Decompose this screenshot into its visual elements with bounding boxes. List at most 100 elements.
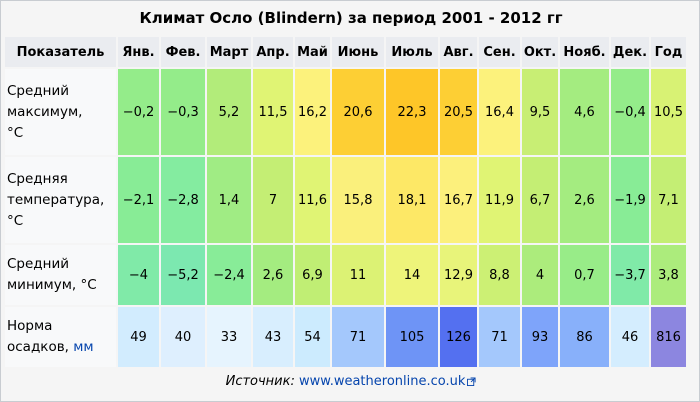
data-row: Средний минимум, °C −4 −5,2 −2,4 2,6 6,9 11 14 12… bbox=[5, 245, 686, 305]
value-cell: −2,1 bbox=[118, 157, 159, 243]
value-cell: 22,3 bbox=[386, 69, 438, 155]
value-cell: 40 bbox=[161, 307, 205, 367]
data-row: Средний максимум, °C −0,2 −0,3 5,2 11,5 16,2 20,… bbox=[5, 69, 686, 155]
row-label-text: Средний bbox=[7, 82, 70, 99]
value-cell: −1,9 bbox=[611, 157, 649, 243]
row-label: Средняя температура, °C bbox=[5, 157, 116, 243]
value-cell: 11,6 bbox=[295, 157, 330, 243]
value-cell: −0,4 bbox=[611, 69, 649, 155]
row-label-text: °C bbox=[7, 124, 24, 141]
value-cell: 11,5 bbox=[253, 69, 293, 155]
value-cell: 0,7 bbox=[560, 245, 609, 305]
row-label-text: °C bbox=[7, 212, 24, 229]
value-cell: 54 bbox=[295, 307, 330, 367]
value-cell: −0,2 bbox=[118, 69, 159, 155]
indicator-header: Показатель bbox=[5, 37, 116, 67]
value-cell: 16,4 bbox=[479, 69, 520, 155]
value-cell: 43 bbox=[253, 307, 293, 367]
value-cell: 20,5 bbox=[440, 69, 477, 155]
month-header: Май bbox=[295, 37, 330, 67]
value-cell: 8,8 bbox=[479, 245, 520, 305]
year-value-cell: 10,5 bbox=[651, 69, 686, 155]
value-cell: 4 bbox=[522, 245, 558, 305]
value-cell: 20,6 bbox=[332, 69, 384, 155]
value-cell: −2,8 bbox=[161, 157, 205, 243]
value-cell: 15,8 bbox=[332, 157, 384, 243]
row-label-line: Средний bbox=[7, 81, 116, 102]
month-header: Апр. bbox=[253, 37, 293, 67]
row-label-line: Норма bbox=[7, 316, 116, 337]
month-header: Сен. bbox=[479, 37, 520, 67]
month-header: Янв. bbox=[118, 37, 159, 67]
month-header: Дек. bbox=[611, 37, 649, 67]
year-value-cell: 7,1 bbox=[651, 157, 686, 243]
value-cell: −0,3 bbox=[161, 69, 205, 155]
row-label-line: °C bbox=[7, 211, 116, 232]
row-label-line: максимум, bbox=[7, 102, 116, 123]
row-label-text: Средний bbox=[7, 256, 70, 272]
header-row: Показатель Янв. Фев. Март Апр. Май Июнь Июль Ав… bbox=[5, 37, 686, 67]
unit-link[interactable]: мм bbox=[73, 339, 94, 355]
month-header: Окт. bbox=[522, 37, 558, 67]
value-cell: 7 bbox=[253, 157, 293, 243]
value-cell: 12,9 bbox=[440, 245, 477, 305]
value-cell: 49 bbox=[118, 307, 159, 367]
source-link[interactable]: www.weatheronline.co.uk bbox=[299, 374, 466, 389]
value-cell: 33 bbox=[207, 307, 251, 367]
value-cell: 6,9 bbox=[295, 245, 330, 305]
value-cell: 93 bbox=[522, 307, 558, 367]
year-value-cell: 3,8 bbox=[651, 245, 686, 305]
climate-table: Показатель Янв. Фев. Март Апр. Май Июнь Июль Ав… bbox=[3, 35, 688, 369]
value-cell: 16,2 bbox=[295, 69, 330, 155]
month-header: Июнь bbox=[332, 37, 384, 67]
year-value-cell: 816 bbox=[651, 307, 686, 367]
row-label-text: Средняя bbox=[7, 170, 68, 187]
value-cell: 2,6 bbox=[560, 157, 609, 243]
value-cell: 4,6 bbox=[560, 69, 609, 155]
row-label-text: Норма bbox=[7, 318, 53, 334]
data-row: Средняя температура, °C −2,1 −2,8 1,4 7 11,6 15,… bbox=[5, 157, 686, 243]
row-label-text: температура, bbox=[7, 191, 105, 208]
value-cell: 5,2 bbox=[207, 69, 251, 155]
month-header: Март bbox=[207, 37, 251, 67]
month-header: Нояб. bbox=[560, 37, 609, 67]
row-label-line: Средняя bbox=[7, 169, 116, 190]
value-cell: −3,7 bbox=[611, 245, 649, 305]
row-label-line: минимум, °C bbox=[7, 275, 116, 296]
row-label: Средний минимум, °C bbox=[5, 245, 116, 305]
month-header: Фев. bbox=[161, 37, 205, 67]
value-cell: 71 bbox=[479, 307, 520, 367]
row-label-text: осадков, bbox=[7, 339, 69, 355]
value-cell: 18,1 bbox=[386, 157, 438, 243]
value-cell: 16,7 bbox=[440, 157, 477, 243]
month-header: Июль bbox=[386, 37, 438, 67]
row-label: Норма осадков, мм bbox=[5, 307, 116, 367]
value-cell: 11,9 bbox=[479, 157, 520, 243]
value-cell: 11 bbox=[332, 245, 384, 305]
row-label-line: °C bbox=[7, 123, 116, 144]
value-cell: 9,5 bbox=[522, 69, 558, 155]
value-cell: 71 bbox=[332, 307, 384, 367]
row-label-text: минимум, °C bbox=[7, 277, 97, 293]
value-cell: −2,4 bbox=[207, 245, 251, 305]
row-label-text: максимум, bbox=[7, 103, 83, 120]
row-label-line: температура, bbox=[7, 190, 116, 211]
row-label-line: осадков, мм bbox=[7, 337, 116, 358]
value-cell: −5,2 bbox=[161, 245, 205, 305]
value-cell: 1,4 bbox=[207, 157, 251, 243]
year-header: Год bbox=[651, 37, 686, 67]
table-title: Климат Осло (Blindern) за период 2001 - … bbox=[139, 9, 563, 27]
value-cell: 46 bbox=[611, 307, 649, 367]
value-cell: 105 bbox=[386, 307, 438, 367]
month-header: Авг. bbox=[440, 37, 477, 67]
row-label-line: Средний bbox=[7, 254, 116, 275]
source-prefix: Источник: bbox=[225, 374, 295, 389]
value-cell: 2,6 bbox=[253, 245, 293, 305]
value-cell: 126 bbox=[440, 307, 477, 367]
value-cell: 6,7 bbox=[522, 157, 558, 243]
row-label: Средний максимум, °C bbox=[5, 69, 116, 155]
external-link-icon bbox=[467, 377, 476, 386]
value-cell: 14 bbox=[386, 245, 438, 305]
value-cell: −4 bbox=[118, 245, 159, 305]
